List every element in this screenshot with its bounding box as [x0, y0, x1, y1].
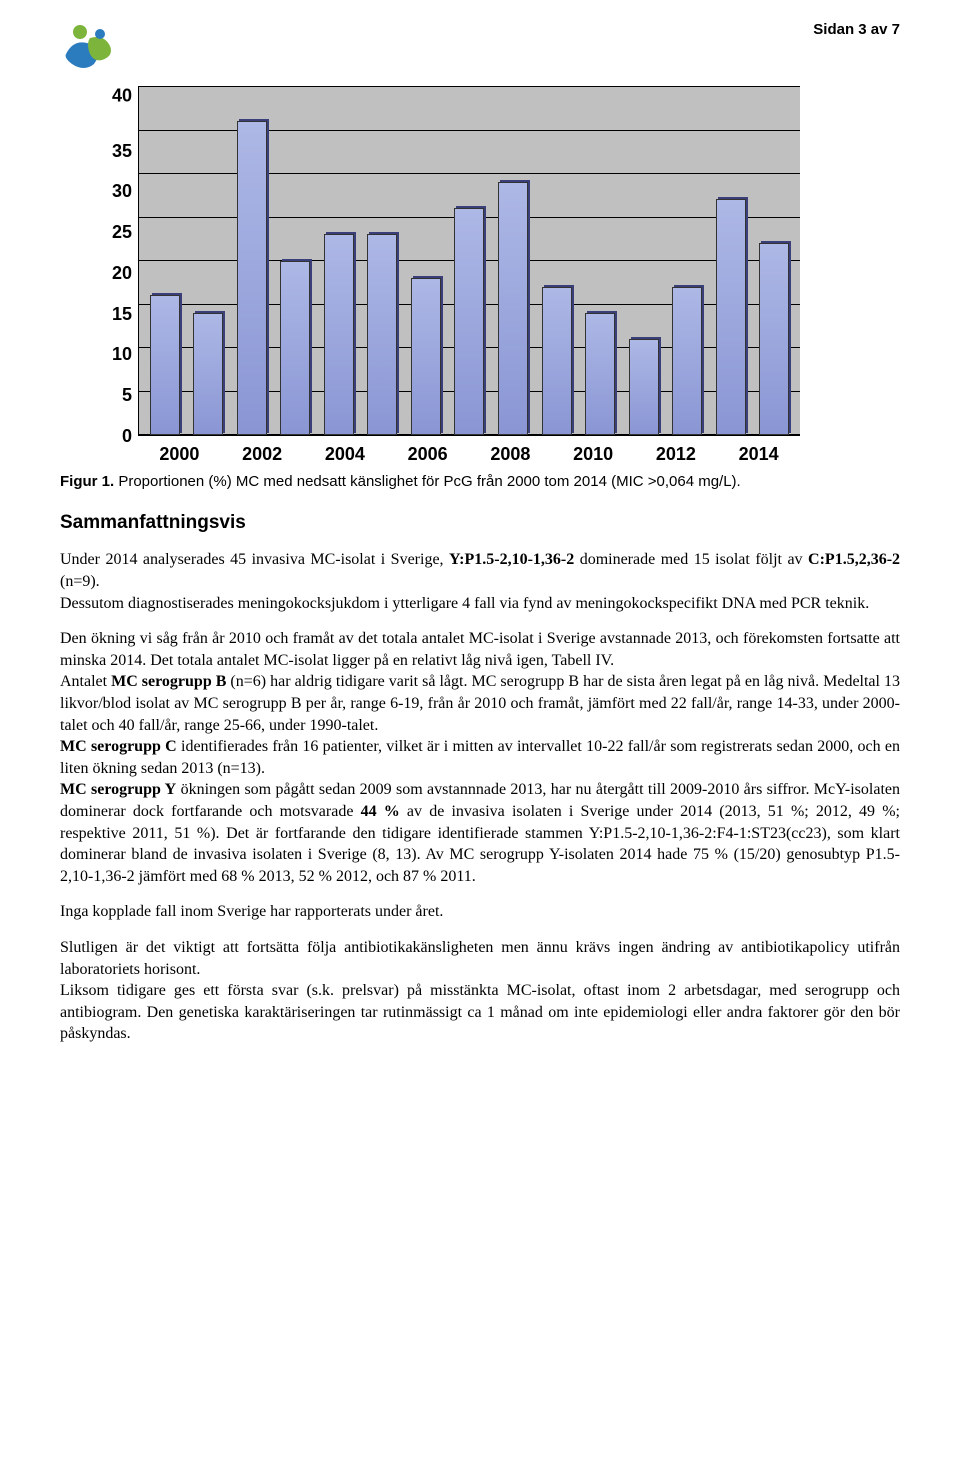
text-bold: Y:P1.5-2,10-1,36-2 — [449, 551, 574, 568]
chart-bar — [237, 121, 267, 435]
text: Antalet — [60, 673, 111, 690]
page-number: Sidan 3 av 7 — [813, 20, 900, 40]
paragraph-1: Under 2014 analyserades 45 invasiva MC-i… — [60, 549, 900, 614]
y-tick: 5 — [122, 383, 132, 407]
bar-chart: 40 35 30 25 20 15 10 5 0 2000 2002 2004 2006 2008 201… — [100, 86, 800, 466]
paragraph-3: Inga kopplade fall inom Sverige har rapp… — [60, 901, 900, 923]
x-tick: 2000 — [146, 442, 212, 466]
x-tick: 2010 — [560, 442, 626, 466]
text-bold: MC serogrupp B — [111, 673, 226, 690]
chart-bar — [629, 339, 659, 435]
section-heading: Sammanfattningsvis — [60, 510, 900, 536]
text: (n=9). — [60, 573, 100, 590]
chart-bar — [672, 287, 702, 435]
y-tick: 10 — [112, 342, 132, 366]
chart-bar — [542, 287, 572, 435]
text-bold: MC serogrupp Y — [60, 781, 176, 798]
text-bold: MC serogrupp C — [60, 738, 177, 755]
figure-number: Figur 1. — [60, 473, 114, 490]
logo-icon — [60, 20, 116, 76]
text: Dessutom diagnostiserades meningokocksju… — [60, 595, 869, 612]
x-tick: 2006 — [395, 442, 461, 466]
y-tick: 35 — [112, 139, 132, 163]
chart-bar — [367, 234, 397, 435]
x-tick: 2002 — [229, 442, 295, 466]
y-tick: 0 — [122, 424, 132, 448]
page-header: Sidan 3 av 7 — [60, 20, 900, 76]
x-tick: 2004 — [312, 442, 378, 466]
chart-bar — [454, 208, 484, 435]
text-bold: C:P1.5,2,36-2 — [808, 551, 900, 568]
chart-bars — [139, 86, 800, 435]
chart-bar — [280, 261, 310, 436]
chart-bar — [498, 182, 528, 435]
y-tick: 20 — [112, 261, 132, 285]
text-bold: 44 % — [361, 803, 400, 820]
x-tick: 2008 — [477, 442, 543, 466]
text: dominerade med 15 isolat följt av — [574, 551, 808, 568]
figure-caption-text: Proportionen (%) MC med nedsatt känsligh… — [114, 473, 741, 490]
x-tick: 2014 — [726, 442, 792, 466]
text: Slutligen är det viktigt att fortsätta f… — [60, 939, 900, 978]
paragraph-2: Den ökning vi såg från år 2010 och framå… — [60, 628, 900, 887]
y-tick: 30 — [112, 180, 132, 204]
chart-plot — [138, 86, 800, 436]
chart-bar — [585, 313, 615, 435]
chart-bar — [411, 278, 441, 435]
text: Den ökning vi såg från år 2010 och framå… — [60, 630, 900, 669]
figure-caption: Figur 1. Proportionen (%) MC med nedsatt… — [60, 472, 900, 492]
chart-bar — [716, 199, 746, 435]
paragraph-4-5: Slutligen är det viktigt att fortsätta f… — [60, 937, 900, 1045]
x-tick: 2012 — [643, 442, 709, 466]
y-tick: 40 — [112, 84, 132, 108]
text: Liksom tidigare ges ett första svar (s.k… — [60, 982, 900, 1042]
y-tick: 25 — [112, 220, 132, 244]
chart-bar — [324, 234, 354, 435]
chart-bar — [193, 313, 223, 435]
text: identifierades från 16 patienter, vilket… — [60, 738, 900, 777]
chart-bar — [759, 243, 789, 435]
text: Under 2014 analyserades 45 invasiva MC-i… — [60, 551, 449, 568]
chart-x-axis: 2000 2002 2004 2006 2008 2010 2012 2014 — [138, 436, 800, 466]
chart-bar — [150, 295, 180, 435]
chart-y-axis: 4035302520151050 — [100, 86, 138, 436]
y-tick: 15 — [112, 302, 132, 326]
